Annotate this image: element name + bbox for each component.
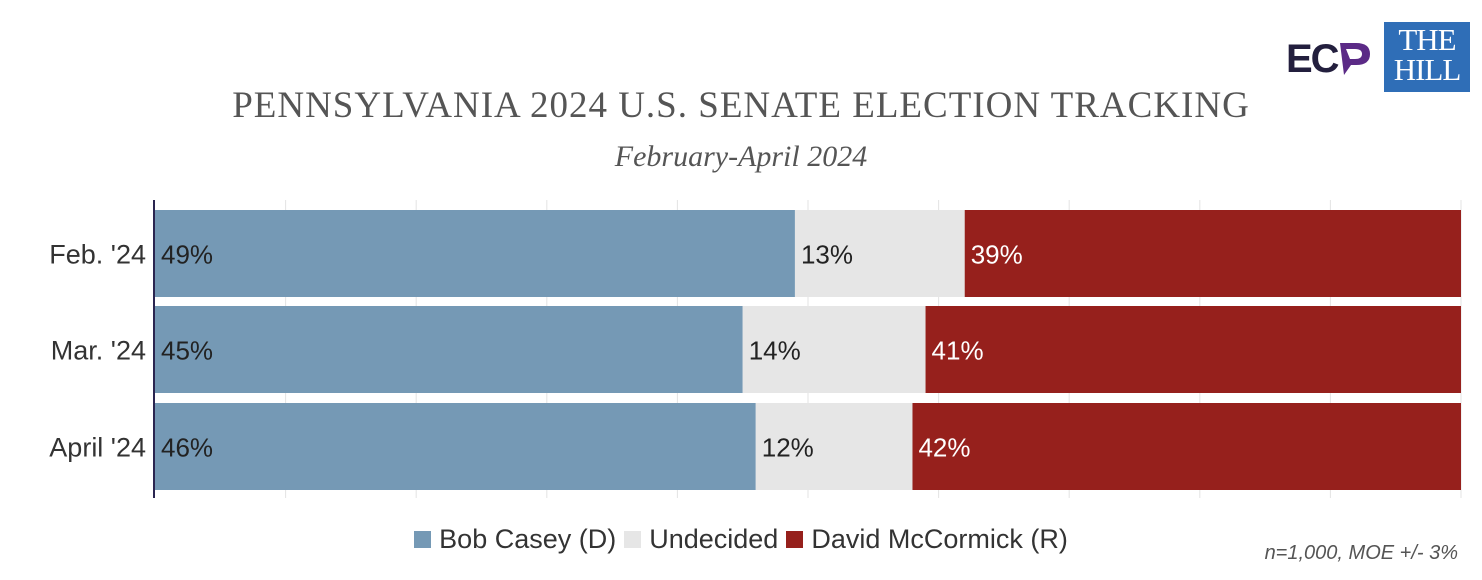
legend-item: Bob Casey (D) [414,524,616,555]
data-label: 42% [918,433,970,463]
bar-segment [742,306,926,393]
stacked-bar-chart: 49% 13% 39% Feb. '24 45% 14% 41% Mar. '24 46% 12%… [49,200,1462,498]
data-label: 41% [932,336,984,366]
legend-label: Bob Casey (D) [439,524,617,554]
category-label: Feb. '24 [49,240,146,270]
sample-note: n=1,000, MOE +/- 3% [1264,542,1458,564]
legend-label: David McCormick (R) [811,524,1068,554]
bar-segment [964,210,1461,297]
legend-swatch [786,531,804,548]
legend-item: David McCormick (R) [786,524,1068,555]
legend-swatch [624,531,642,548]
data-label: 46% [161,433,213,463]
category-label: Mar. '24 [51,336,146,366]
ecp-logo: EC [1286,37,1372,81]
bar-segment [925,306,1461,393]
data-label: 45% [161,336,213,366]
the-hill-logo-line1: THE [1398,22,1456,57]
chart-title: PENNSYLVANIA 2024 U.S. SENATE ELECTION T… [232,85,1250,126]
bar-segment [155,210,795,297]
chart-legend: Bob Casey (D) Undecided David McCormick (R… [0,524,1482,555]
legend-item: Undecided [624,524,778,555]
data-label: 14% [749,336,801,366]
data-label: 13% [801,240,853,270]
data-label: 49% [161,240,213,270]
legend-swatch [414,531,432,548]
bar-segment [794,210,965,297]
the-hill-logo: THE HILL [1384,22,1470,92]
bar-segment [155,306,743,393]
chart-subtitle: February-April 2024 [614,140,868,173]
category-label: April '24 [49,433,146,463]
bar-segment [155,403,756,490]
data-label: 12% [762,433,814,463]
ecp-logo-text: EC [1286,37,1340,81]
ecp-logo-mark [1339,43,1370,75]
bar-segment [912,403,1461,490]
data-label: 39% [971,240,1023,270]
the-hill-logo-line2: HILL [1393,52,1462,87]
bar-segment [755,403,913,490]
legend-label: Undecided [649,524,779,554]
